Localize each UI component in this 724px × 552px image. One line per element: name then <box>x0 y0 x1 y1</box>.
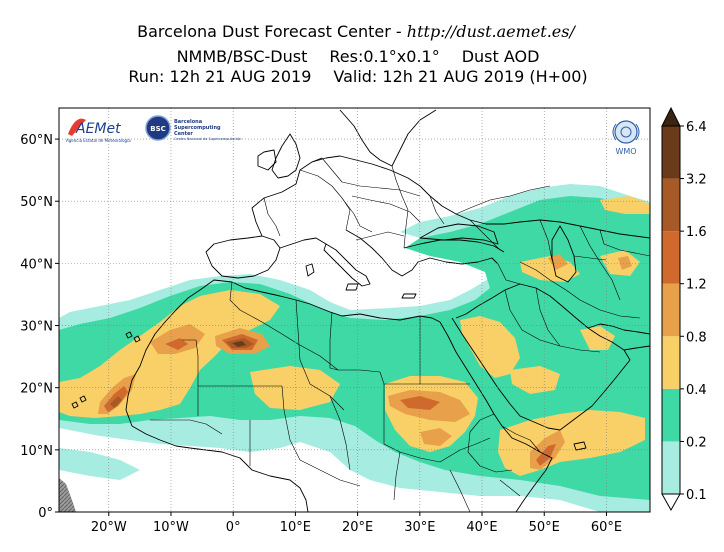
lon-tick-label: 10°W <box>153 520 189 535</box>
lat-tick-label: 20°N <box>20 382 53 397</box>
lon-tick-label: 0° <box>226 520 241 535</box>
wmo-text: WMO <box>615 147 636 156</box>
bsc-line-3: Center <box>174 131 193 137</box>
lat-tick-label: 0° <box>38 506 53 521</box>
run-time: Run: 12h 21 AUG 2019 <box>128 67 312 86</box>
lat-tick-label: 30°N <box>20 320 53 335</box>
aemet-logo: AEMet Agencia Estatal de Meteorología <box>66 118 131 143</box>
lon-tick-label: 60°E <box>591 520 622 535</box>
wmo-emblem <box>614 120 638 144</box>
run-info: Run: 12h 21 AUG 2019 Valid: 12h 21 AUG 20… <box>0 67 720 87</box>
colorbar-label: 1.6 <box>686 225 707 240</box>
colorbar-label: 1.2 <box>686 278 707 293</box>
lon-tick-label: 50°E <box>529 520 560 535</box>
lat-tick-label: 40°N <box>20 257 53 272</box>
colorbar-swatch <box>662 336 680 389</box>
lon-tick-label: 20°W <box>91 520 127 535</box>
bsc-line-1: Barcelona <box>174 119 202 125</box>
wmo-laurel-icon <box>612 123 640 141</box>
colorbar-swatch <box>662 231 680 284</box>
map-frame <box>58 107 651 513</box>
colorbar-swatch <box>662 388 680 442</box>
model-name: NMMB/BSC-Dust <box>176 47 308 66</box>
wmo-globe-icon <box>620 126 632 138</box>
colorbar-upper-extension <box>661 106 681 127</box>
colorbar: 0.1 0.2 0.4 0.8 1.2 1.6 3.2 6.4 <box>661 106 707 512</box>
bsc-circle <box>146 116 170 140</box>
title-prefix: Barcelona Dust Forecast Center - <box>137 22 407 41</box>
map-title: Barcelona Dust Forecast Center - http://… <box>0 22 718 42</box>
colorbar-swatch <box>662 126 680 179</box>
lon-tick-label: 30°E <box>404 520 435 535</box>
bsc-initials: BSC <box>150 125 166 133</box>
colorbar-label: 3.2 <box>686 173 707 188</box>
colorbar-label: 0.1 <box>686 488 707 503</box>
lat-tick-label: 50°N <box>20 195 53 210</box>
bsc-ring <box>145 115 171 141</box>
aemet-swoosh <box>68 118 86 136</box>
lon-tick-label: 10°E <box>280 520 311 535</box>
colorbar-label: 0.2 <box>686 435 707 450</box>
bsc-line-2: Supercomputing <box>174 125 221 131</box>
axis-ticks <box>55 138 607 516</box>
colorbar-label: 6.4 <box>686 120 707 135</box>
colorbar-swatch <box>662 441 680 494</box>
bsc-logo: BSC Barcelona Supercomputing Center Cent… <box>145 115 241 141</box>
graticule <box>59 108 650 512</box>
colorbar-swatch <box>662 283 680 337</box>
aod-band-3.2 <box>232 341 246 347</box>
lon-tick-label: 40°E <box>466 520 497 535</box>
valid-time: Valid: 12h 21 AUG 2019 (H+00) <box>333 67 588 86</box>
colorbar-label: 0.4 <box>686 383 707 398</box>
lon-tick-label: 20°E <box>342 520 373 535</box>
lat-tick-label: 60°N <box>20 133 53 148</box>
wmo-logo: WMO <box>612 120 640 156</box>
resolution: Res:0.1°x0.1° <box>329 47 440 66</box>
aemet-wordmark: AEMet <box>75 121 121 137</box>
missing-data-area <box>59 478 76 512</box>
colorbar-swatch <box>662 178 680 232</box>
colorbar-frame <box>661 125 681 495</box>
lat-tick-label: 10°N <box>20 444 53 459</box>
map-subtitle: NMMB/BSC-Dust Res:0.1°x0.1° Dust AOD <box>0 47 720 67</box>
title-url: http://dust.aemet.es/ <box>406 22 575 41</box>
country-borders <box>150 157 650 512</box>
colorbar-lower-extension <box>661 493 681 512</box>
colorbar-label: 0.8 <box>686 330 707 345</box>
axis-labels: 60°N 50°N 40°N 30°N 20°N 10°N 0° 20°W 10°W 0° 10°E… <box>20 133 622 535</box>
aemet-tagline: Agencia Estatal de Meteorología <box>66 138 131 143</box>
bsc-tagline: Centro Nacional de Supercomputación <box>174 137 241 141</box>
coastlines <box>71 109 650 512</box>
variable-name: Dust AOD <box>461 47 540 66</box>
